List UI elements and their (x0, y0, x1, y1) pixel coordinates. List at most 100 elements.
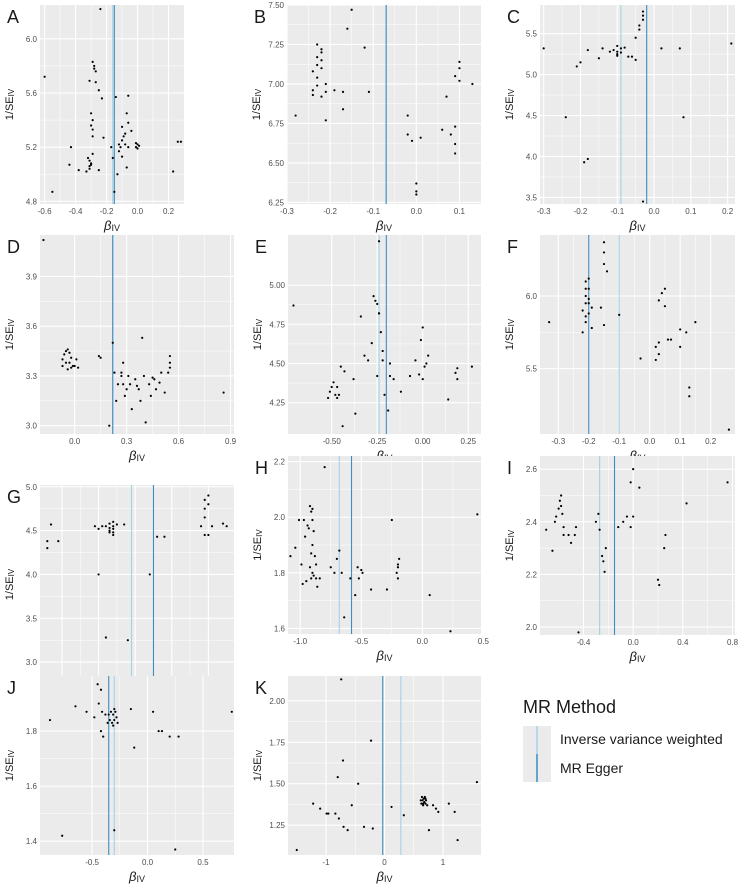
data-point (316, 84, 319, 87)
y-tick-label: 1.8 (26, 727, 38, 736)
y-axis-title-sub: IV (7, 568, 16, 576)
data-point (396, 563, 400, 566)
data-point (625, 515, 629, 518)
data-point (367, 359, 370, 362)
data-point (104, 636, 107, 639)
x-axis-title-a: βIV (103, 218, 120, 233)
x-tick-label: 0.1 (685, 207, 697, 216)
data-point (323, 466, 326, 469)
data-point (336, 396, 339, 400)
x-tick-label: 0.1 (454, 207, 466, 216)
y-tick-label: 1.6 (274, 624, 286, 633)
data-point (100, 710, 104, 713)
gridlines-d (40, 235, 234, 434)
data-point (590, 326, 593, 330)
data-point (343, 616, 346, 619)
data-point (210, 525, 214, 528)
data-point (86, 156, 90, 160)
y-tick-label: 2.0 (526, 623, 538, 632)
data-point (641, 18, 645, 21)
x-tick-label: 0.0 (411, 207, 423, 216)
data-point (310, 510, 313, 513)
x-axis-title-main: β (376, 448, 385, 463)
y-axis-title-d: 1/SEIV (4, 318, 16, 350)
data-point (199, 525, 203, 528)
data-point (142, 374, 146, 378)
data-point (573, 533, 576, 537)
data-point (616, 50, 619, 53)
data-point (632, 515, 635, 518)
data-point (112, 525, 115, 528)
y-tick-label: 6.25 (268, 198, 284, 207)
data-point (306, 524, 309, 527)
data-point (415, 182, 418, 185)
data-point (134, 141, 138, 145)
x-axis-title-main: β (629, 649, 638, 664)
data-point (602, 262, 606, 266)
x-tick-label: 0.5 (478, 637, 490, 646)
data-point (458, 67, 461, 70)
data-point (583, 161, 586, 164)
data-point (304, 535, 307, 538)
data-point (449, 630, 452, 633)
data-point (203, 507, 206, 510)
plot-background-i (540, 456, 735, 635)
data-point (594, 520, 597, 523)
plot-background-b (287, 5, 481, 204)
data-point (424, 797, 427, 800)
data-point (434, 807, 438, 810)
data-point (311, 89, 314, 92)
data-point (148, 383, 151, 386)
x-axis-title-sub: IV (637, 223, 646, 233)
points-f (548, 241, 731, 431)
y-tick-label: 3.3 (26, 372, 38, 381)
data-point (122, 135, 125, 138)
data-point (91, 118, 94, 122)
data-point (428, 593, 431, 597)
data-point (61, 834, 64, 837)
data-point (587, 302, 590, 305)
data-point (307, 527, 310, 530)
data-point (419, 338, 423, 342)
x-tick-label: 0.3 (121, 437, 133, 446)
data-point (639, 357, 642, 360)
data-point (584, 321, 587, 324)
data-point (688, 395, 691, 398)
data-point (156, 535, 159, 538)
panel-b: B -0.3 -0.2 -0.1 0.0 0.1 6.25 6.50 6.75 7.00 7.25 7… (251, 1, 481, 233)
data-point (669, 338, 673, 341)
data-point (654, 358, 657, 362)
data-point (122, 361, 125, 364)
x-tick-label: 0.2 (705, 437, 717, 446)
y-axis-title-sub: IV (254, 88, 263, 96)
y-axis-title-main: 1/SE (504, 537, 516, 561)
y-axis-title-sub: IV (255, 529, 264, 537)
data-point (372, 295, 375, 298)
data-point (426, 804, 429, 807)
data-point (99, 729, 103, 733)
data-point (163, 391, 166, 394)
x-tick-label: 0.6 (173, 437, 185, 446)
x-axis-title-k: βIV (376, 869, 393, 884)
x-tick-label: -0.6 (38, 207, 52, 216)
data-point (545, 528, 548, 531)
data-point (343, 370, 346, 373)
data-point (641, 14, 645, 17)
data-point (415, 190, 418, 193)
x-tick-label: -1 (322, 858, 330, 867)
data-point (110, 721, 114, 724)
y-tick-label: 2.0 (274, 513, 286, 522)
panel-label-b: B (254, 7, 266, 27)
data-point (602, 251, 606, 254)
data-point (153, 378, 156, 381)
data-point (97, 89, 100, 92)
data-point (77, 169, 80, 172)
data-point (176, 140, 179, 143)
data-point (174, 848, 177, 851)
y-axis-title-main: 1/SE (252, 757, 264, 781)
data-point (115, 523, 118, 526)
data-point (120, 371, 123, 374)
y-axis-title-main: 1/SE (504, 96, 516, 120)
